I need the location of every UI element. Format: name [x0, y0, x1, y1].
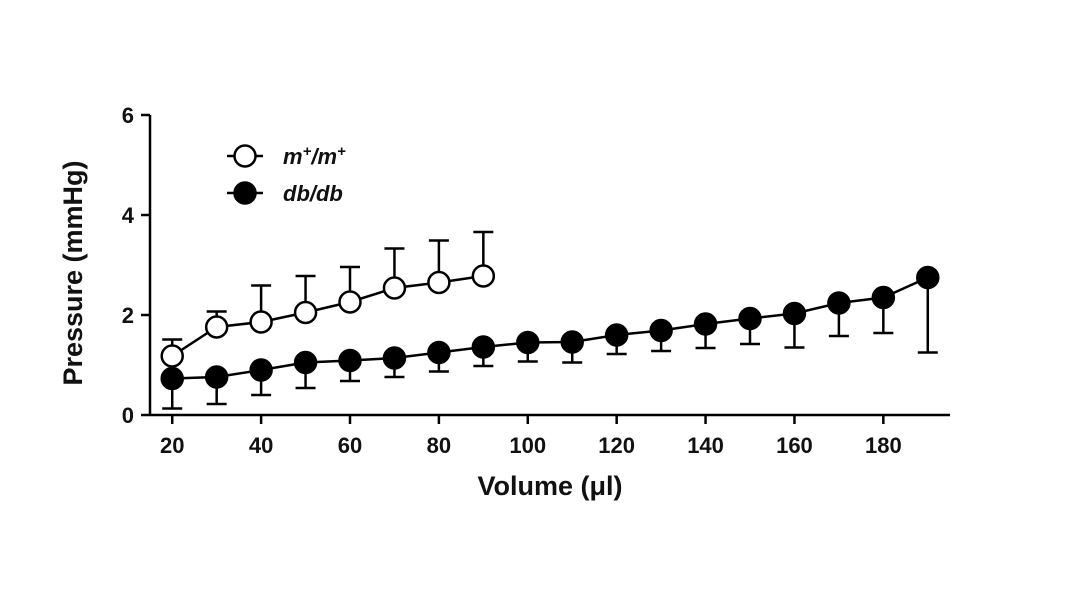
db-db-point-20	[160, 366, 184, 391]
legend-m-plus-main-2: m	[317, 144, 337, 169]
legend-m-plus-sup-1: +	[303, 143, 312, 160]
legend-entry-m-plus: m+/m+	[227, 143, 346, 170]
legend-db-db-label: db/db	[283, 181, 343, 206]
x-tick-label-80: 80	[427, 433, 451, 458]
x-tick-label-40: 40	[249, 433, 273, 458]
legend: m+/m+ db/db	[227, 143, 346, 206]
db-db-point-40	[249, 358, 273, 382]
error-bars-layer	[162, 230, 938, 410]
legend-m-plus-sup-2: +	[337, 143, 346, 160]
db-db-point-100	[516, 330, 540, 355]
ticks-layer: 0 2 4 6 20 40 60 80 100 120 140 160 180	[122, 103, 902, 458]
db-db-point-170	[827, 291, 851, 315]
x-tick-label-20: 20	[160, 433, 184, 458]
axes-layer	[148, 115, 950, 417]
m-plus-point-60	[338, 290, 362, 314]
series-lines-layer	[171, 274, 929, 380]
m-plus-point-20	[160, 344, 184, 368]
m-plus-point-30	[204, 315, 229, 339]
x-tick-label-160: 160	[776, 433, 813, 458]
db-db-point-180	[871, 285, 896, 310]
db-db-point-30	[204, 365, 229, 389]
y-tick-label-4: 4	[122, 203, 135, 228]
db-db-point-120	[604, 323, 629, 347]
m-plus-point-90	[471, 264, 496, 288]
db-db-point-160	[782, 301, 807, 326]
legend-m-plus-label: m+/m+	[283, 143, 346, 170]
db-db-point-150	[738, 306, 762, 331]
legend-m-plus-sep: /	[310, 144, 320, 169]
legend-db-db-marker	[233, 181, 257, 205]
db-db-point-80	[427, 340, 451, 365]
m-plus-point-70	[382, 276, 407, 300]
y-tick-label-0: 0	[122, 403, 134, 428]
db-db-point-90	[471, 335, 496, 359]
x-tick-label-180: 180	[865, 433, 902, 458]
x-tick-label-120: 120	[598, 433, 635, 458]
y-axis-title: Pressure (mmHg)	[58, 160, 88, 385]
legend-entry-db-db: db/db	[227, 181, 343, 206]
x-tick-label-140: 140	[687, 433, 724, 458]
x-tick-label-60: 60	[338, 433, 362, 458]
legend-m-plus-main-1: m	[283, 144, 303, 169]
m-plus-point-80	[427, 270, 451, 295]
m-plus-point-40	[249, 310, 273, 334]
db-db-point-50	[293, 350, 318, 375]
db-db-point-70	[382, 346, 407, 370]
y-tick-label-2: 2	[122, 303, 134, 328]
legend-m-plus-marker	[233, 144, 257, 168]
db-db-point-190	[916, 265, 940, 290]
db-db-series-line	[172, 276, 929, 380]
x-axis-title: Volume (μl)	[477, 471, 622, 501]
db-db-point-110	[560, 330, 584, 354]
db-db-point-140	[693, 312, 718, 336]
m-plus-point-50	[293, 300, 318, 325]
db-db-point-130	[649, 318, 673, 343]
x-tick-label-100: 100	[509, 433, 546, 458]
points-layer	[160, 264, 940, 391]
db-db-point-60	[338, 348, 362, 373]
y-tick-label-6: 6	[122, 103, 134, 128]
